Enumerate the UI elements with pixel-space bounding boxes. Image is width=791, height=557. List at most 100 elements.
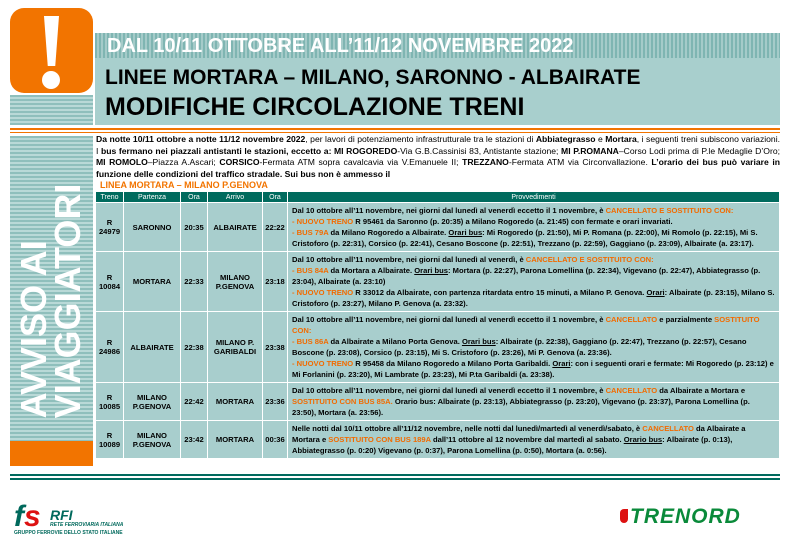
sidebar-banner: AVVISO AI VIAGGIATORI	[10, 136, 93, 466]
measures: Dal 10 ottobre all’11 novembre, nei gior…	[287, 382, 780, 422]
text-segment: : Albairate (p. 22:38), Gaggiano (p. 22:…	[292, 337, 747, 358]
text-segment: CORSICO	[219, 157, 260, 168]
text-segment: Orari	[552, 359, 571, 369]
text-segment: SOSTITUITO CON BUS 189A	[328, 435, 431, 445]
col-ora: Ora	[180, 191, 208, 204]
text-segment: Dal 10 ottobre all’11 novembre, nei gior…	[292, 255, 526, 265]
text-segment: da Mortara a Albairate.	[328, 266, 415, 276]
measures: Nelle notti dal 10/11 ottobre all’11/12 …	[287, 420, 780, 460]
text-segment: : Mortara (p. 22:27), Parona Lomellina (…	[292, 266, 761, 287]
text-segment: Abbiategrasso	[535, 134, 596, 144]
text-segment: Orari	[646, 288, 665, 298]
text-segment: e parzialmente	[657, 315, 715, 325]
departure-station: MILANO P.GENOVA	[123, 382, 181, 422]
text-segment: - NUOVO TRENO	[292, 359, 354, 369]
table-row: R 10084 MORTARA 22:33 MILANO P.GENOVA 23:18 D…	[95, 251, 780, 313]
table-row: R 24986 ALBAIRATE 22:38 MILANO P. GARIBALDI…	[95, 311, 780, 384]
text-segment: da Milano Rogoredo a Albairate.	[328, 228, 449, 238]
measures: Dal 10 ottobre all’11 novembre, nei gior…	[287, 311, 780, 384]
divider	[10, 478, 780, 480]
table-row: R 10085 MILANO P.GENOVA 22:42 MORTARA 23:36 D…	[95, 382, 780, 422]
text-segment: Orari bus	[448, 228, 483, 238]
departure-time: 23:42	[180, 420, 208, 460]
arrival-time: 23:18	[262, 251, 288, 313]
measures: Dal 10 ottobre all’11 novembre, nei gior…	[287, 251, 780, 313]
text-segment: : con i seguenti orari e fermate: Mi Rog…	[292, 359, 774, 380]
text-segment: MI P.ROMANA	[561, 145, 619, 156]
text-segment: Dal 10 ottobre all’11 novembre, nei gior…	[292, 386, 606, 396]
text-segment: SOSTITUITO CON:	[292, 315, 760, 336]
train-number: R 10084	[95, 251, 124, 313]
rfi-name: RFI	[50, 507, 73, 523]
text-segment: R 33012 da Albairate, con partenza ritar…	[353, 288, 647, 298]
text-segment: CANCELLATO	[642, 424, 694, 434]
col-ora: Ora	[262, 191, 288, 204]
departure-time: 22:33	[180, 251, 208, 313]
divider	[10, 132, 780, 133]
text-segment: Da notte 10/11 ottobre a notte 11/12 nov…	[96, 134, 306, 144]
text-segment: da Albairate a Milano Porta Genova.	[328, 337, 462, 347]
divider	[10, 474, 780, 476]
departure-station: SARONNO	[123, 202, 181, 253]
train-number: R 10085	[95, 382, 124, 422]
exclamation-icon	[10, 8, 93, 93]
rfi-group: GRUPPO FERROVIE DELLO STATO ITALIANE	[14, 530, 123, 536]
lines-title: LINEE MORTARA – MILANO, SARONNO - ALBAIR…	[105, 66, 641, 89]
text-segment: CANCELLATO E SOSTITUITO CON:	[525, 255, 654, 265]
text-segment: da Albairate a Mortara e	[292, 424, 746, 445]
text-segment: da Albairate a Mortara e	[657, 386, 746, 396]
text-segment: –Corso Lodi prima di P.le Medaglie D’Oro…	[618, 145, 780, 156]
text-segment: Mortara	[605, 134, 637, 144]
train-number: R 24986	[95, 311, 124, 384]
train-number: R 10089	[95, 420, 124, 460]
divider	[10, 128, 780, 130]
text-segment: CANCELLATO	[605, 386, 658, 396]
departure-station: MILANO P.GENOVA	[123, 420, 181, 460]
text-segment: Orario bus	[623, 435, 663, 445]
sidebar-accent	[10, 441, 93, 466]
text-segment: , i seguenti treni subiscono variazioni.…	[96, 134, 781, 156]
text-segment: -Fermata ATM sopra cavalcavia via V.Eman…	[259, 157, 463, 168]
departure-time: 22:42	[180, 382, 208, 422]
header-band: DAL 10/11 OTTOBRE ALL’11/12 NOVEMBRE 202…	[95, 33, 780, 125]
text-segment: - BUS 84A	[292, 266, 329, 276]
arrival-time: 23:38	[262, 311, 288, 384]
date-range-title: DAL 10/11 OTTOBRE ALL’11/12 NOVEMBRE 202…	[95, 33, 780, 58]
trenord-name: TRENORD	[630, 505, 741, 528]
arrival-station: MORTARA	[207, 382, 263, 422]
text-segment: MI ROMOLO	[96, 157, 148, 168]
text-segment: - BUS 86A	[292, 337, 329, 347]
line-label: LINEA MORTARA – MILANO P.GENOVA	[100, 180, 268, 191]
main-content: Da notte 10/11 ottobre a notte 11/12 nov…	[95, 134, 780, 460]
text-segment: Dal 10 ottobre all’11 novembre, nei gior…	[292, 206, 606, 216]
arrival-time: 23:36	[262, 382, 288, 422]
rfi-subtitle: RETE FERROVIARIA ITALIANA	[50, 522, 124, 528]
text-segment: -Via G.B.Cassinisi 83, Antistante stazio…	[397, 145, 562, 156]
text-segment: Dal 10 ottobre all’11 novembre, nei gior…	[292, 315, 606, 325]
text-segment: TREZZANO	[462, 157, 509, 168]
train-number: R 24979	[95, 202, 124, 253]
text-segment: bus fermano nei piazzali antistanti le s…	[101, 145, 398, 156]
departure-time: 20:35	[180, 202, 208, 253]
table-header: Treno Partenza Ora Arrivo Ora Provvedime…	[95, 191, 780, 204]
arrival-station: MILANO P. GARIBALDI	[207, 311, 263, 384]
text-segment: Nelle notti dal 10/11 ottobre all’11/12 …	[292, 424, 643, 434]
departure-station: ALBAIRATE	[123, 311, 181, 384]
departure-station: MORTARA	[123, 251, 181, 313]
arrival-time: 22:22	[262, 202, 288, 253]
text-segment: R 95458 da Milano Rogoredo a Milano Port…	[353, 359, 553, 369]
col-arrivo: Arrivo	[207, 191, 263, 204]
text-segment: CANCELLATO	[605, 315, 658, 325]
text-segment: CANCELLATO E SOSTITUITO CON:	[605, 206, 734, 216]
text-segment: –Piazza A.Ascari;	[147, 157, 220, 168]
intro-text: Da notte 10/11 ottobre a notte 11/12 nov…	[96, 134, 780, 180]
text-segment: e	[595, 134, 606, 144]
text-segment: R 95461 da Saronno (p. 20:35) a Milano R…	[353, 217, 673, 227]
text-segment: - NUOVO TRENO	[292, 217, 354, 227]
text-segment: SOSTITUITO CON BUS 85A.	[292, 397, 393, 407]
trenord-logo: TRENORD	[620, 505, 741, 529]
arrival-time: 00:36	[262, 420, 288, 460]
departure-time: 22:38	[180, 311, 208, 384]
col-partenza: Partenza	[123, 191, 181, 204]
